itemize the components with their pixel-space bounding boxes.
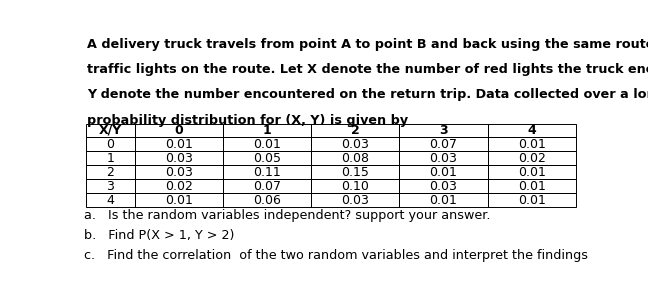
Text: A delivery truck travels from point A to point B and back using the same route e: A delivery truck travels from point A to… [87,38,648,51]
Text: 4: 4 [106,194,115,207]
Text: 0.02: 0.02 [165,180,193,193]
Text: 0.03: 0.03 [430,180,457,193]
Bar [311,138,399,151]
Text: 0.01: 0.01 [430,194,457,207]
Text: 3: 3 [439,124,448,137]
Bar [86,165,135,179]
Bar [311,151,399,165]
Text: 0.03: 0.03 [341,194,369,207]
Bar [135,151,223,165]
Bar [86,179,135,193]
Text: 0.01: 0.01 [253,138,281,151]
Bar [223,165,311,179]
Bar [311,193,399,207]
Text: 3: 3 [106,180,115,193]
Bar [223,179,311,193]
Text: 0.01: 0.01 [518,194,546,207]
Text: 1: 1 [106,152,115,165]
Bar [487,151,575,165]
Text: 0: 0 [106,138,115,151]
Bar [311,179,399,193]
Text: 0.06: 0.06 [253,194,281,207]
Bar [399,151,487,165]
Bar [86,138,135,151]
Text: 2: 2 [106,166,115,179]
Bar [86,151,135,165]
Bar [311,124,399,138]
Bar [487,193,575,207]
Bar [487,124,575,138]
Text: 0.01: 0.01 [430,166,457,179]
Text: 0.07: 0.07 [253,180,281,193]
Bar [399,179,487,193]
Text: 0.01: 0.01 [518,166,546,179]
Text: a.   Is the random variables independent? support your answer.: a. Is the random variables independent? … [84,209,490,223]
Text: c.   Find the correlation  of the two random variables and interpret the finding: c. Find the correlation of the two rando… [84,249,588,262]
Bar [86,193,135,207]
Text: 0.08: 0.08 [341,152,369,165]
Text: 1: 1 [263,124,272,137]
Bar [487,165,575,179]
Text: 0: 0 [175,124,183,137]
Bar [135,193,223,207]
Text: 0.03: 0.03 [341,138,369,151]
Bar [223,138,311,151]
Text: 0.10: 0.10 [341,180,369,193]
Text: 0.03: 0.03 [165,166,193,179]
Text: b.   Find P(X > 1, Y > 2): b. Find P(X > 1, Y > 2) [84,229,234,242]
Text: 0.01: 0.01 [165,194,193,207]
Text: 0.02: 0.02 [518,152,546,165]
Bar [399,124,487,138]
Text: 0.01: 0.01 [518,138,546,151]
Bar [135,165,223,179]
Text: probability distribution for (X, Y) is given by: probability distribution for (X, Y) is g… [87,114,408,127]
Text: Y denote the number encountered on the return trip. Data collected over a long p: Y denote the number encountered on the r… [87,88,648,101]
Bar [399,165,487,179]
Text: 0.05: 0.05 [253,152,281,165]
Bar [223,151,311,165]
Bar [135,138,223,151]
Text: 0.11: 0.11 [253,166,281,179]
Bar [311,165,399,179]
Bar [487,179,575,193]
Text: traffic lights on the route. Let X denote the number of red lights the truck enc: traffic lights on the route. Let X denot… [87,63,648,76]
Text: X/Y: X/Y [99,124,122,137]
Bar [399,138,487,151]
Bar [487,138,575,151]
Text: 0.03: 0.03 [430,152,457,165]
Bar [86,124,135,138]
Bar [223,124,311,138]
Text: 0.01: 0.01 [518,180,546,193]
Bar [135,179,223,193]
Text: 2: 2 [351,124,360,137]
Text: 4: 4 [527,124,536,137]
Text: 0.03: 0.03 [165,152,193,165]
Text: 0.15: 0.15 [341,166,369,179]
Text: 0.07: 0.07 [430,138,457,151]
Bar [135,124,223,138]
Bar [223,193,311,207]
Text: 0.01: 0.01 [165,138,193,151]
Bar [399,193,487,207]
